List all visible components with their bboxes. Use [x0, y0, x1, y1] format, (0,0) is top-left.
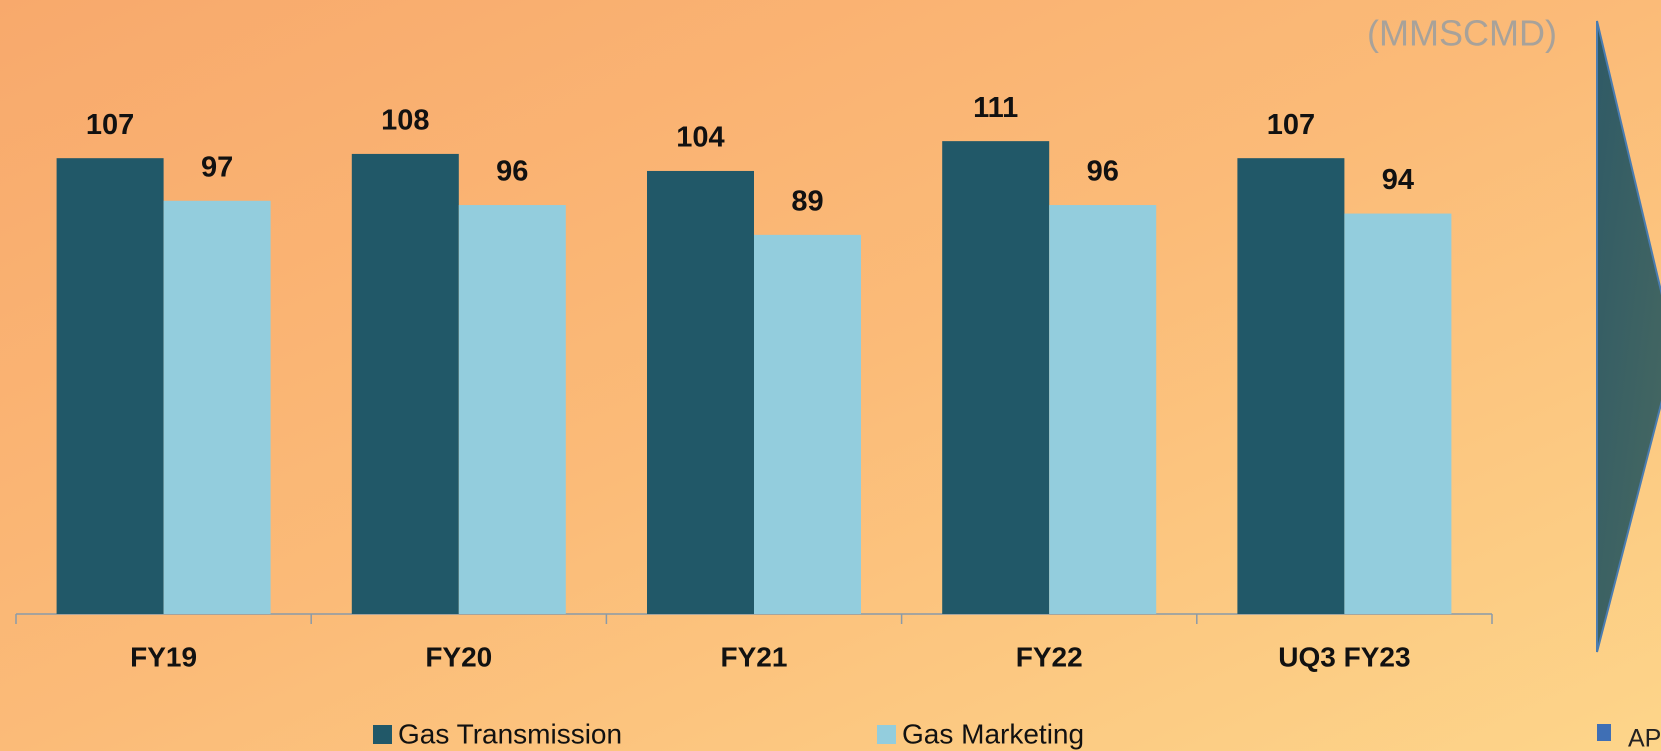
- bar: [56, 158, 164, 614]
- x-tick-label: FY20: [425, 641, 492, 672]
- bar: [1237, 158, 1345, 614]
- value-label: 96: [1087, 156, 1119, 188]
- value-label: 107: [86, 109, 134, 141]
- x-tick-label: UQ3 FY23: [1278, 641, 1410, 672]
- value-label: 96: [496, 156, 528, 188]
- side-legend-swatch: [1597, 724, 1611, 741]
- value-label: 94: [1382, 164, 1414, 196]
- bar: [942, 141, 1050, 614]
- side-legend-text: AP: [1628, 725, 1661, 751]
- bar: [351, 153, 459, 615]
- bar: [647, 170, 754, 614]
- x-tick-label: FY21: [721, 641, 788, 672]
- bar: [163, 200, 271, 614]
- legend-label: Gas Transmission: [398, 718, 622, 749]
- bar: [1049, 205, 1157, 615]
- legend-swatch: [373, 725, 392, 744]
- x-tick-label: FY19: [130, 641, 197, 672]
- legend-swatch: [877, 725, 896, 744]
- value-label: 97: [201, 151, 233, 183]
- value-label: 89: [791, 186, 823, 218]
- arrow-shape: [1596, 20, 1661, 653]
- bar: [1344, 213, 1452, 614]
- value-label: 104: [676, 122, 724, 154]
- legend-label: Gas Marketing: [902, 718, 1084, 749]
- x-tick-label: FY22: [1016, 641, 1083, 672]
- value-label: 111: [973, 92, 1018, 124]
- bar: [458, 205, 566, 615]
- value-label: 107: [1267, 109, 1315, 141]
- unit-label: (MMSCMD): [1367, 13, 1557, 54]
- value-label: 108: [381, 105, 429, 137]
- bar: [754, 234, 861, 615]
